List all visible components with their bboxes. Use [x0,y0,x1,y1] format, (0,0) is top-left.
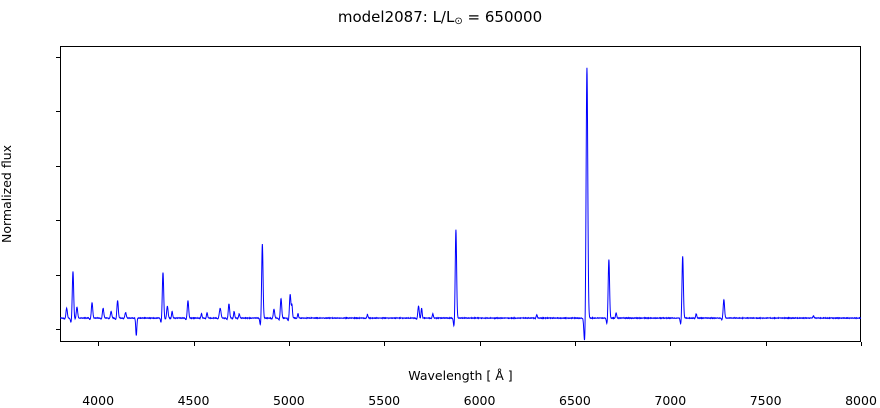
solar-symbol-subscript: ⊙ [454,15,463,27]
x-tick-mark [288,342,290,346]
x-tick-label: 7500 [749,393,782,408]
x-tick-label: 6500 [559,393,591,408]
x-tick-label: 5500 [368,393,401,408]
x-tick-mark [670,342,672,346]
x-tick-mark [479,342,481,346]
x-tick-mark [574,342,576,346]
axes-frame [60,46,861,342]
x-tick-mark [98,342,100,346]
x-tick-label: 8000 [845,393,877,408]
y-tick-mark [56,165,60,167]
plot-title-prefix: model2087: L/L [337,8,455,26]
y-axis-label: Normalized flux [0,144,14,244]
y-tick-mark [56,111,60,113]
x-axis-label: Wavelength [ Å ] [408,368,513,383]
y-tick-mark [56,220,60,222]
x-tick-label: 6000 [463,393,496,408]
plot-title: model2087: L/L⊙ = 650000 [0,8,880,27]
x-tick-mark [384,342,386,346]
spectrum-line-series [60,46,861,342]
y-tick-mark [56,56,60,58]
x-tick-label: 7000 [654,393,687,408]
y-tick-mark [56,274,60,276]
plot-title-suffix: = 650000 [462,8,543,26]
x-tick-mark [765,342,767,346]
x-tick-mark [861,342,862,346]
x-tick-label: 4000 [82,393,115,408]
x-tick-mark [193,342,195,346]
flux-polyline [60,68,861,340]
y-tick-mark [56,328,60,330]
x-tick-label: 4500 [177,393,210,408]
x-tick-label: 5000 [272,393,305,408]
plot-axes: 4000450050005500600065007000750080000510… [56,46,877,408]
